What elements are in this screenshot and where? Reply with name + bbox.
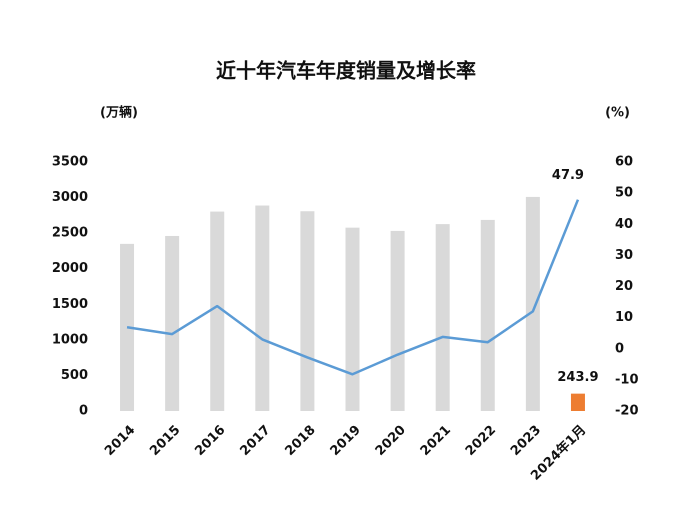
y2-tick-label: 20 [615,279,633,294]
bar [210,211,225,411]
bar [255,205,270,411]
x-tick-label: 2022 [463,423,499,459]
line [126,199,580,376]
y-tick-label: 3500 [52,155,88,170]
x-tick-label: 2020 [373,423,409,459]
x-tick-label: 2014 [102,423,138,459]
y2-axis-label: (%) [605,106,630,121]
x-tick-label: 2019 [328,423,364,459]
y-tick-label: 0 [79,404,88,419]
line-value-label: 47.9 [552,168,584,183]
y2-tick-label: 50 [615,186,633,201]
x-tick-label: 2023 [508,423,544,459]
bar [525,196,540,411]
y-axis-label: (万辆) [100,105,138,121]
y2-tick-label: 0 [615,341,624,356]
bar [345,227,360,411]
bar-value-label: 243.9 [557,370,598,385]
y-tick-label: 2500 [52,226,88,241]
y-tick-label: 2000 [52,261,88,276]
bar [570,393,585,411]
y2-tick-label: 10 [615,310,633,325]
y-tick-label: 1500 [52,297,88,312]
bar [300,211,315,411]
y2-tick-label: 60 [615,155,633,170]
x-tick-label: 2015 [147,423,183,459]
bar [390,230,405,411]
bar [165,235,180,411]
y2-tick-label: 30 [615,248,633,263]
bar [435,224,450,411]
bar [480,219,495,411]
y2-tick-label: -10 [615,372,639,387]
y-tick-label: 3000 [52,190,88,205]
x-tick-label: 2021 [418,423,454,459]
x-tick-label: 2016 [192,423,228,459]
y2-tick-label: 40 [615,217,633,232]
x-tick-label: 2017 [237,423,273,459]
x-tick-label: 2018 [283,423,319,459]
y-tick-label: 1000 [52,332,88,347]
y2-tick-label: -20 [615,404,639,419]
chart-title: 近十年汽车年度销量及增长率 [216,59,476,83]
y-tick-label: 500 [61,368,88,383]
